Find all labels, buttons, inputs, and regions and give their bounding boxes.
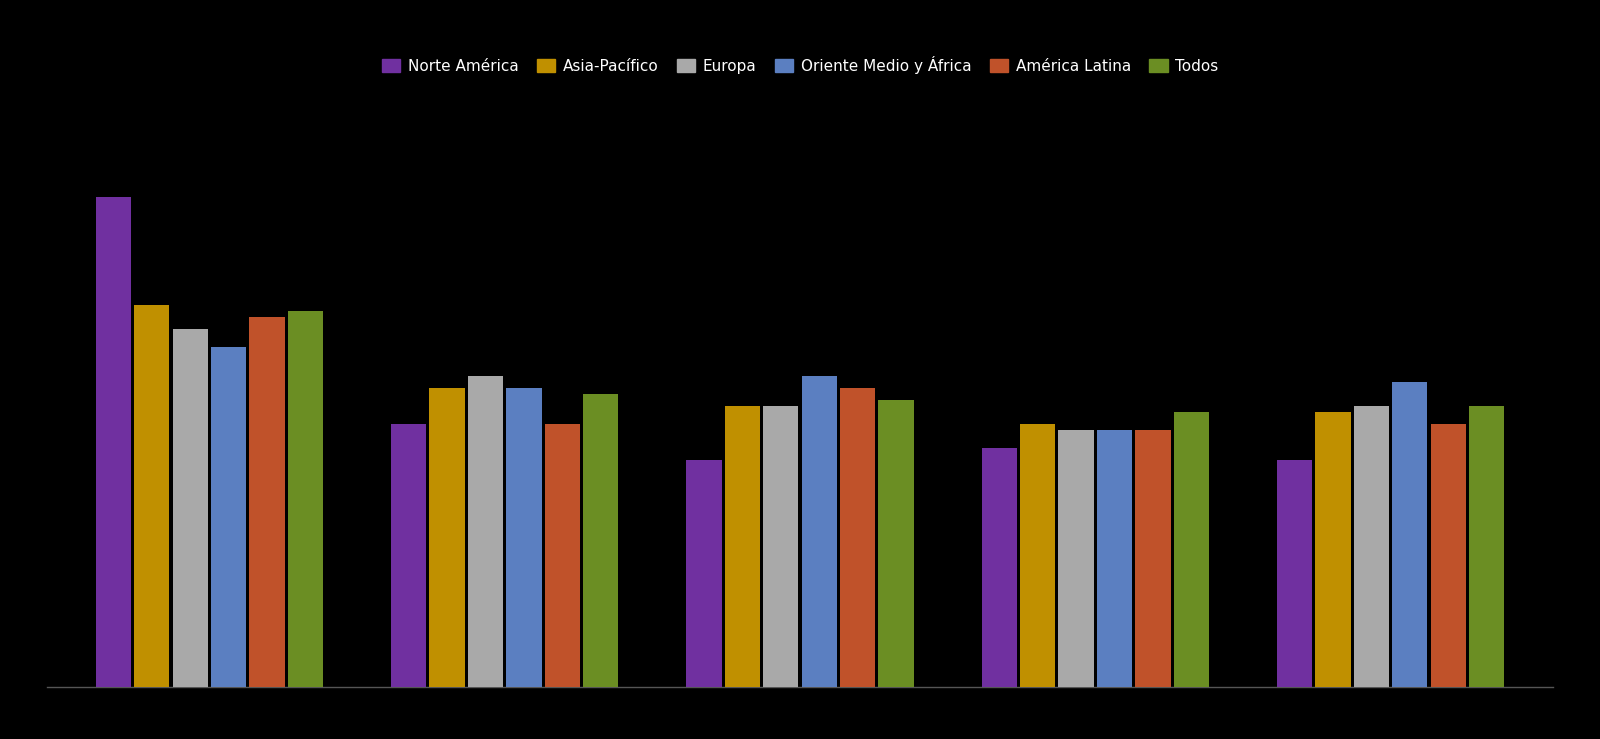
Bar bbox=[1277, 460, 1312, 687]
Bar bbox=[1021, 424, 1056, 687]
Bar bbox=[96, 197, 131, 687]
Bar bbox=[1098, 430, 1133, 687]
Bar bbox=[725, 406, 760, 687]
Bar bbox=[506, 389, 541, 687]
Bar bbox=[1136, 430, 1171, 687]
Bar bbox=[134, 304, 170, 687]
Bar bbox=[1174, 412, 1210, 687]
Bar bbox=[250, 317, 285, 687]
Bar bbox=[1392, 383, 1427, 687]
Bar bbox=[1059, 430, 1094, 687]
Bar bbox=[802, 376, 837, 687]
Bar bbox=[173, 329, 208, 687]
Bar bbox=[1315, 412, 1350, 687]
Bar bbox=[390, 424, 426, 687]
Bar bbox=[582, 395, 618, 687]
Bar bbox=[1430, 424, 1466, 687]
Bar bbox=[429, 389, 464, 687]
Bar bbox=[763, 406, 798, 687]
Bar bbox=[288, 311, 323, 687]
Bar bbox=[878, 401, 914, 687]
Legend: Norte América, Asia-Pacífico, Europa, Oriente Medio y África, América Latina, To: Norte América, Asia-Pacífico, Europa, Or… bbox=[376, 50, 1224, 80]
Bar bbox=[467, 376, 502, 687]
Bar bbox=[982, 448, 1018, 687]
Bar bbox=[544, 424, 579, 687]
Bar bbox=[211, 347, 246, 687]
Bar bbox=[1354, 406, 1389, 687]
Bar bbox=[1469, 406, 1504, 687]
Bar bbox=[686, 460, 722, 687]
Bar bbox=[840, 389, 875, 687]
